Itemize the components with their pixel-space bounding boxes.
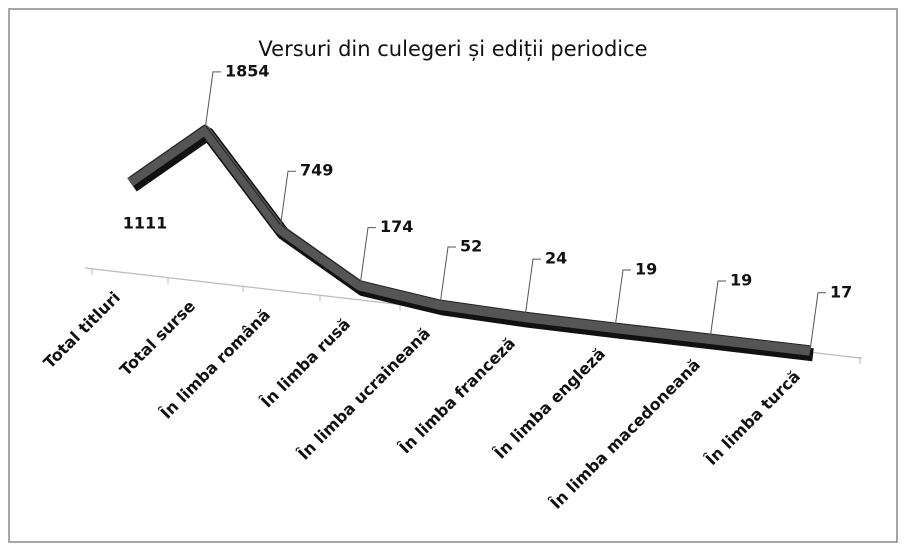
data-label: 19 [730, 271, 752, 290]
chart-title: Versuri din culegeri și ediții periodice [258, 37, 647, 61]
leader-line [614, 269, 631, 329]
leader-line [359, 227, 376, 286]
leader-line [204, 71, 221, 130]
leader-line [439, 246, 456, 306]
data-label: 1111 [123, 214, 168, 233]
leader-line [279, 170, 296, 230]
chart-frame [8, 8, 898, 543]
data-label: 52 [460, 236, 482, 255]
data-label: 17 [830, 282, 852, 301]
data-label: 19 [635, 259, 657, 278]
line [127, 124, 811, 356]
data-label: 24 [545, 249, 567, 268]
leader-line [524, 258, 541, 318]
leader-line [809, 292, 826, 351]
data-label: 1854 [225, 61, 270, 80]
leader-line [709, 280, 726, 340]
data-label: 174 [380, 217, 413, 236]
line-top [129, 124, 811, 347]
data-label: 749 [300, 161, 333, 180]
